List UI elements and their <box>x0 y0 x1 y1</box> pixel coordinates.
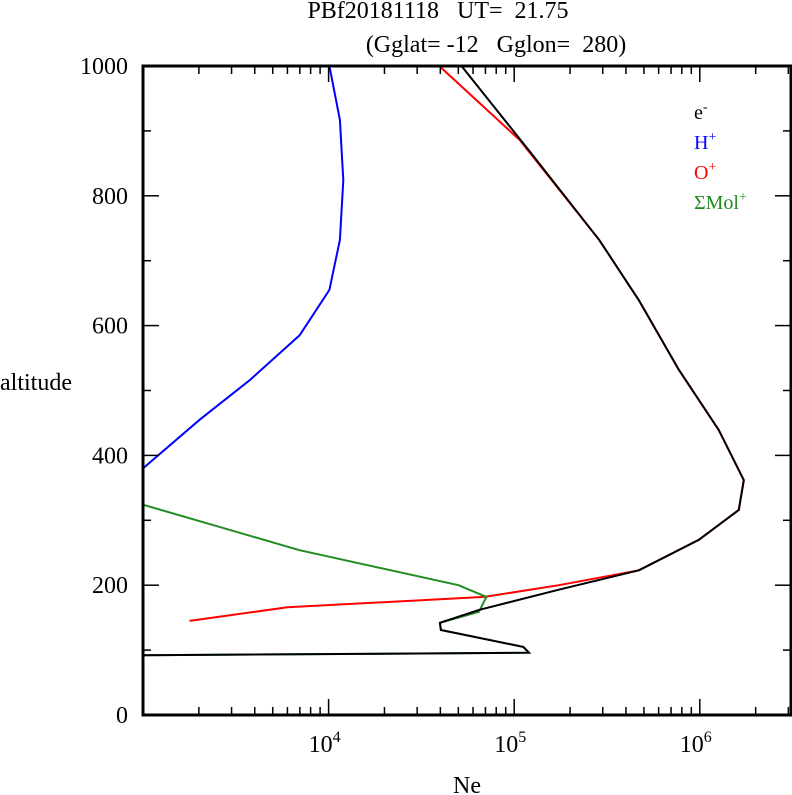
legend-item: O+ <box>694 160 716 184</box>
chart-title-line2: (Gglat= -12 Gglon= 280) <box>366 32 626 58</box>
x-tick-label: 104 <box>309 729 341 758</box>
y-tick-label: 1000 <box>80 54 128 80</box>
y-tick-label: 600 <box>92 314 128 340</box>
y-tick-label: 0 <box>116 703 128 729</box>
y-tick-label: 800 <box>92 184 128 210</box>
chart-title-line1: PBf20181118 UT= 21.75 <box>307 0 568 24</box>
x-tick-label: 106 <box>680 729 712 758</box>
legend: e- H+ O+ ΣMol+ <box>694 100 747 214</box>
series-line-h-plus <box>142 65 345 470</box>
legend-item: ΣMol+ <box>694 190 747 214</box>
series-line-o-plus <box>189 65 745 622</box>
x-axis-label: Ne <box>453 773 481 795</box>
legend-item: H+ <box>694 130 716 154</box>
axes: 0 200 400 600 800 1000 104 105 106 <box>80 54 791 758</box>
y-tick-label: 400 <box>92 443 128 469</box>
y-axis-label: altitude <box>0 370 72 396</box>
x-tick-label: 105 <box>494 729 526 758</box>
legend-item: e- <box>694 100 708 124</box>
series-line-mol-plus <box>142 503 532 657</box>
curves <box>142 65 745 657</box>
series-line-electron <box>142 65 745 657</box>
y-tick-label: 200 <box>92 573 128 599</box>
